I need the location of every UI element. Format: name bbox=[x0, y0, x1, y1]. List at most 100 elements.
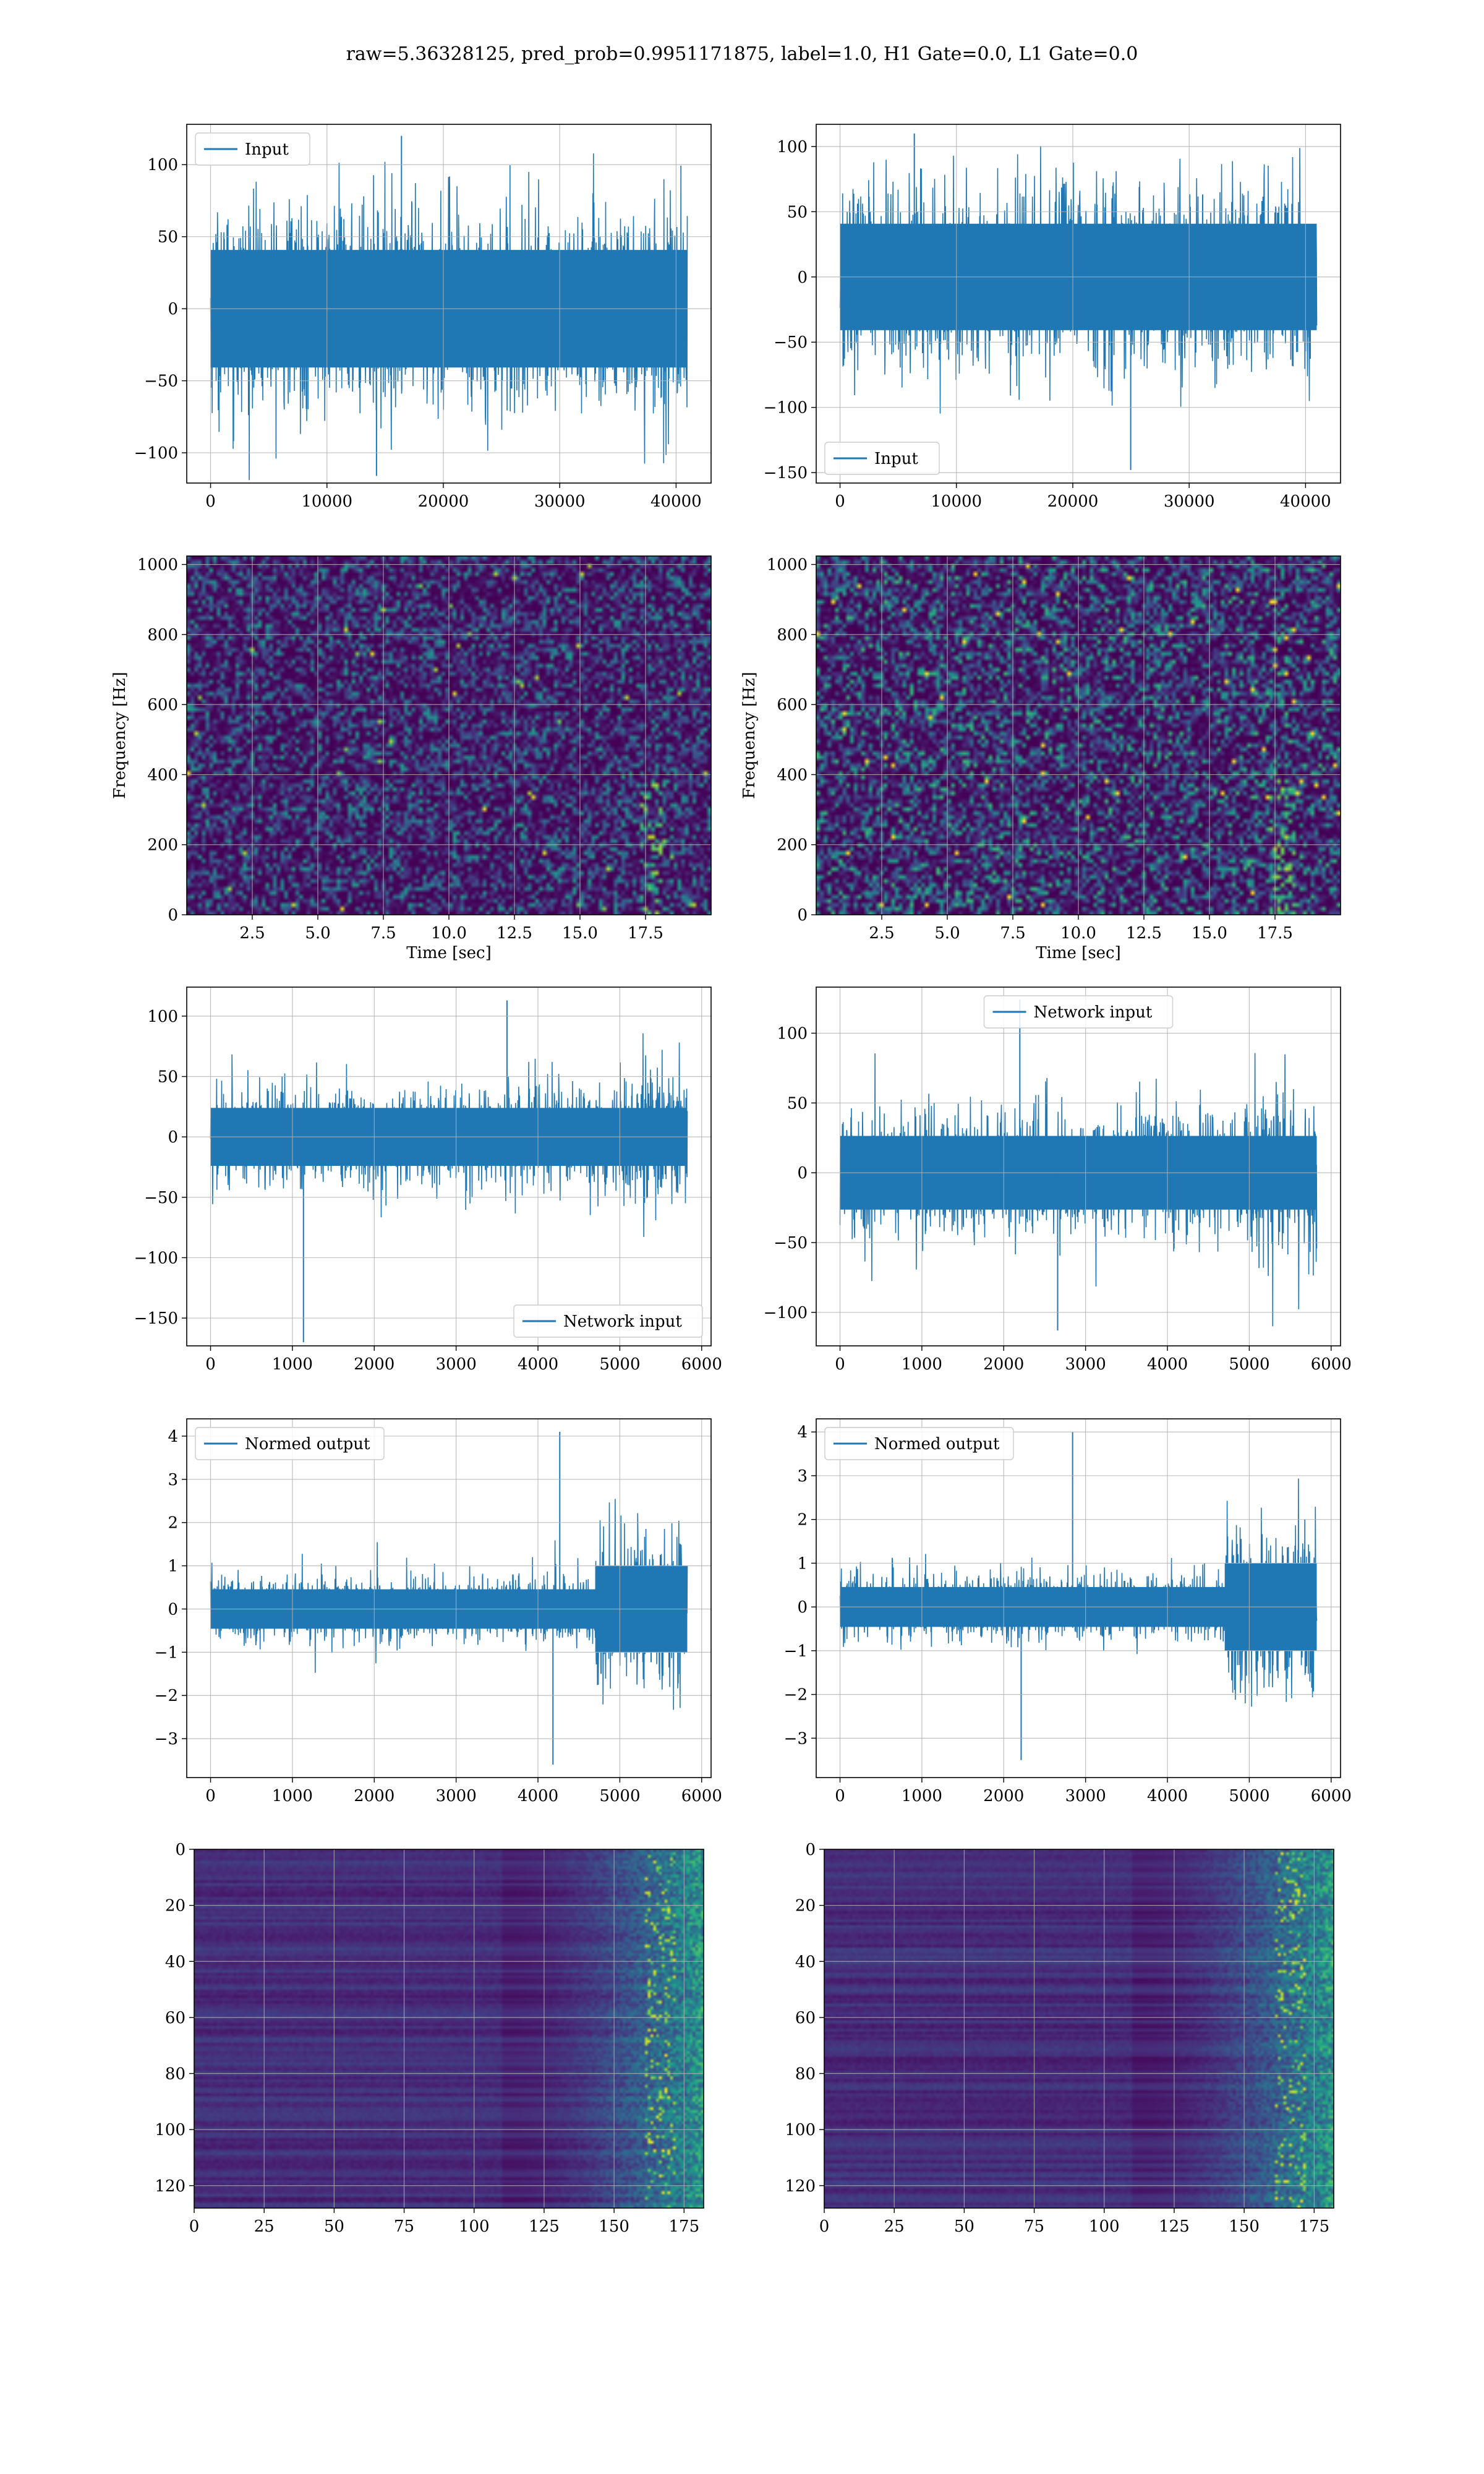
x-tick-label: 1000 bbox=[272, 1355, 313, 1374]
x-tick-label: 15.0 bbox=[562, 924, 598, 943]
legend: Input bbox=[824, 442, 940, 475]
x-tick-label: 25 bbox=[884, 2217, 905, 2236]
x-tick-label: 75 bbox=[1024, 2217, 1044, 2236]
legend-box bbox=[195, 1427, 385, 1460]
x-tick-label: 12.5 bbox=[1126, 924, 1162, 943]
y-tick-label: 1000 bbox=[137, 556, 178, 575]
x-tick-label: 50 bbox=[954, 2217, 974, 2236]
x-tick-label: 40000 bbox=[1280, 492, 1331, 511]
y-tick-label: 600 bbox=[777, 696, 808, 714]
x-tick-label: 7.5 bbox=[1000, 924, 1025, 943]
y-tick-label: 400 bbox=[777, 766, 808, 784]
x-tick-label: 1000 bbox=[902, 1787, 942, 1805]
y-tick-label: −3 bbox=[155, 1730, 178, 1748]
x-tick-label: 0 bbox=[835, 1355, 845, 1374]
y-tick-label: −1 bbox=[155, 1643, 178, 1662]
y-tick-label: 50 bbox=[158, 228, 178, 247]
y-tick-label: 2 bbox=[168, 1514, 178, 1533]
x-tick-label: 5000 bbox=[1229, 1355, 1269, 1374]
y-tick-label: 100 bbox=[777, 138, 808, 156]
y-tick-label: 4 bbox=[797, 1423, 808, 1442]
subplot-p11: 2.5 5.0 7.5 10.0 12.5 15.0 17.5 0 200 400 600 800 10… bbox=[740, 555, 1341, 962]
x-tick-label: 3000 bbox=[436, 1787, 477, 1805]
x-tick-label: 1000 bbox=[902, 1355, 942, 1374]
x-tick-label: 12.5 bbox=[497, 924, 532, 943]
y-tick-label: −100 bbox=[764, 399, 808, 417]
plot-area bbox=[839, 999, 1318, 1331]
subplot-p30: 0 1000 2000 3000 4000 5000 6000 −3 −2 −1 0 1 2 3 4 Norm… bbox=[155, 1418, 722, 1805]
x-tick-label: 6000 bbox=[681, 1355, 722, 1374]
y-tick-label: 60 bbox=[165, 2009, 186, 2027]
y-tick-label: −3 bbox=[784, 1729, 808, 1748]
y-tick-label: 3 bbox=[797, 1467, 808, 1486]
y-tick-label: 0 bbox=[168, 906, 178, 925]
x-tick-label: 17.5 bbox=[628, 924, 663, 943]
y-tick-label: 1000 bbox=[767, 556, 808, 575]
legend-label: Input bbox=[874, 450, 918, 468]
x-tick-label: 75 bbox=[394, 2217, 414, 2236]
y-tick-label: 200 bbox=[147, 836, 178, 855]
plot-area bbox=[839, 133, 1318, 470]
y-tick-label: 800 bbox=[777, 626, 808, 644]
subplot-p41: 0 25 50 75 100 125 150 175 0 20 40 60 80 100 120 bbox=[785, 1841, 1334, 2236]
legend-box bbox=[824, 1427, 1014, 1460]
x-tick-label: 3000 bbox=[436, 1355, 477, 1374]
plot-area bbox=[839, 1432, 1318, 1760]
y-tick-label: −50 bbox=[144, 1189, 178, 1207]
x-axis-label: Time [sec] bbox=[406, 944, 492, 962]
y-tick-label: 20 bbox=[165, 1897, 186, 1915]
x-tick-label: 17.5 bbox=[1257, 924, 1293, 943]
x-tick-label: 175 bbox=[668, 2217, 699, 2236]
axes-frame bbox=[824, 1849, 1334, 2209]
x-tick-label: 7.5 bbox=[370, 924, 396, 943]
y-tick-label: 1 bbox=[168, 1557, 178, 1576]
y-tick-label: 0 bbox=[797, 268, 808, 287]
y-tick-label: 100 bbox=[785, 2121, 816, 2139]
x-tick-label: 5.0 bbox=[934, 924, 960, 943]
x-tick-label: 6000 bbox=[681, 1787, 722, 1805]
x-tick-label: 2000 bbox=[354, 1355, 394, 1374]
y-tick-label: −100 bbox=[764, 1304, 808, 1322]
x-tick-label: 125 bbox=[1159, 2217, 1190, 2236]
y-tick-label: 0 bbox=[175, 1841, 186, 1859]
y-tick-label: −2 bbox=[155, 1687, 178, 1705]
x-tick-label: 2.5 bbox=[869, 924, 894, 943]
y-tick-label: 120 bbox=[155, 2177, 186, 2196]
y-tick-label: −2 bbox=[784, 1686, 808, 1705]
y-tick-label: −100 bbox=[134, 444, 178, 463]
x-tick-label: 150 bbox=[1229, 2217, 1260, 2236]
x-tick-label: 5.0 bbox=[305, 924, 330, 943]
plot-area bbox=[210, 1431, 688, 1765]
legend: Normed output bbox=[195, 1427, 385, 1460]
subplot-p01: 0 10000 20000 30000 40000 −150 −100 −50 0 50 100 In… bbox=[764, 124, 1341, 511]
y-tick-label: −150 bbox=[134, 1309, 178, 1328]
x-tick-label: 4000 bbox=[518, 1355, 558, 1374]
x-tick-label: 4000 bbox=[518, 1787, 558, 1805]
legend-box bbox=[195, 132, 310, 166]
x-tick-label: 10000 bbox=[301, 492, 352, 511]
x-tick-label: 5000 bbox=[1229, 1787, 1269, 1805]
y-tick-label: 100 bbox=[155, 2121, 186, 2139]
x-tick-label: 20000 bbox=[1047, 492, 1099, 511]
legend-box bbox=[824, 442, 940, 475]
plot-area bbox=[194, 1849, 704, 2208]
x-tick-label: 5000 bbox=[599, 1787, 640, 1805]
x-tick-label: 5000 bbox=[599, 1355, 640, 1374]
y-tick-label: 100 bbox=[147, 1008, 178, 1026]
axes-frame bbox=[186, 1418, 712, 1778]
legend-label: Normed output bbox=[874, 1435, 1000, 1453]
x-tick-label: 10.0 bbox=[1060, 924, 1096, 943]
subplot-p21: 0 1000 2000 3000 4000 5000 6000 −100 −50 0 50 100 Ne… bbox=[764, 987, 1352, 1374]
y-tick-label: 2 bbox=[797, 1511, 808, 1530]
x-tick-label: 125 bbox=[529, 2217, 560, 2236]
x-tick-label: 2000 bbox=[983, 1355, 1024, 1374]
axes-frame bbox=[194, 1849, 704, 2209]
y-tick-label: 50 bbox=[787, 1094, 808, 1113]
subplot-p20: 0 1000 2000 3000 4000 5000 6000 −150 −100 −50 0 50 1… bbox=[134, 987, 722, 1374]
y-tick-label: 1 bbox=[797, 1554, 808, 1573]
y-tick-label: 40 bbox=[165, 1953, 186, 1971]
figure-title: raw=5.36328125, pred_prob=0.9951171875, … bbox=[346, 43, 1138, 65]
y-tick-label: −50 bbox=[144, 372, 178, 391]
y-axis-label: Frequency [Hz] bbox=[111, 672, 129, 799]
